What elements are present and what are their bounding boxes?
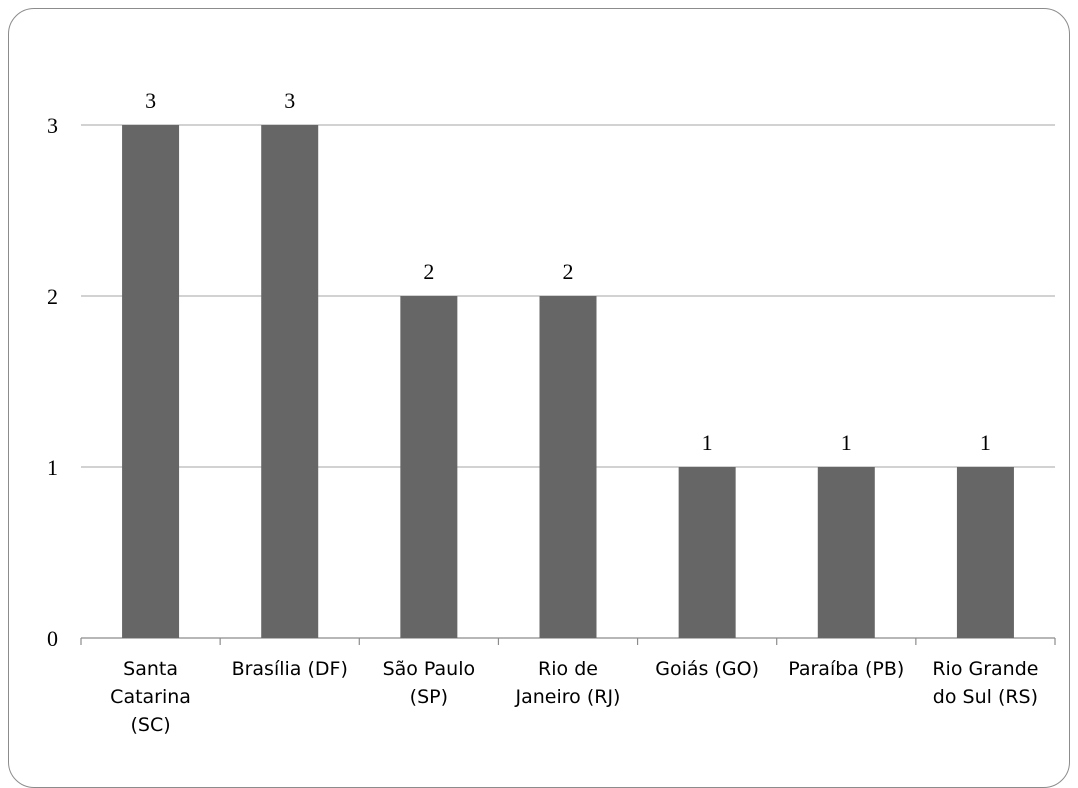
data-label: 1 — [702, 430, 713, 455]
bar — [261, 125, 319, 638]
bar-chart: 0 1 2 3 3 3 2 2 1 1 1 Santa Catarina (SC) Brasília (… — [47, 88, 1056, 736]
bar — [122, 125, 180, 638]
x-tick-label: Paraíba (PB) — [788, 658, 904, 680]
x-tick-label: (SP) — [410, 686, 448, 708]
y-tick-label: 0 — [47, 626, 58, 651]
data-labels: 3 3 2 2 1 1 1 — [145, 88, 991, 455]
bar — [539, 296, 597, 638]
bars — [122, 125, 1014, 638]
x-tick-label: Janeiro (RJ) — [515, 686, 621, 708]
data-label: 2 — [423, 259, 434, 284]
bar — [678, 467, 736, 638]
x-tick-label: Goiás (GO) — [655, 658, 759, 680]
bar — [956, 467, 1014, 638]
chart-frame — [8, 8, 1070, 788]
x-tick-label: Catarina — [110, 686, 191, 708]
data-label: 3 — [145, 88, 156, 113]
bar — [817, 467, 875, 638]
y-tick-label: 2 — [47, 284, 58, 309]
x-tick-label: São Paulo — [383, 658, 476, 680]
data-label: 1 — [841, 430, 852, 455]
x-tick-labels: Santa Catarina (SC) Brasília (DF) São Paulo (… — [110, 658, 1038, 736]
y-tick-label: 1 — [47, 455, 58, 480]
x-tick-label: Rio Grande — [932, 658, 1038, 680]
y-tick-labels: 0 1 2 3 — [47, 113, 58, 651]
data-label: 1 — [980, 430, 991, 455]
x-tick-label: Rio de — [538, 658, 598, 680]
data-label: 3 — [284, 88, 295, 113]
y-tick-label: 3 — [47, 113, 58, 138]
bar — [400, 296, 458, 638]
data-label: 2 — [563, 259, 574, 284]
x-tick-label: (SC) — [130, 714, 170, 736]
x-tick-label: Santa — [123, 658, 178, 680]
x-tick-label: do Sul (RS) — [933, 686, 1038, 708]
axes — [80, 637, 1056, 645]
x-tick-label: Brasília (DF) — [232, 658, 348, 680]
